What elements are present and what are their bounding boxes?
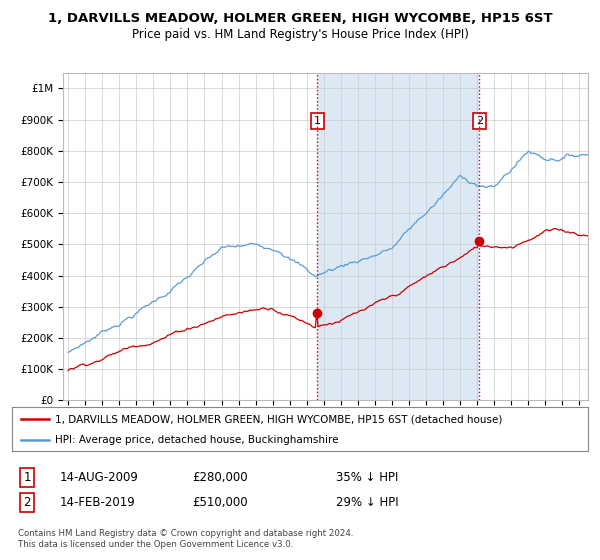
Text: 2: 2 [23, 496, 31, 509]
Text: 1, DARVILLS MEADOW, HOLMER GREEN, HIGH WYCOMBE, HP15 6ST: 1, DARVILLS MEADOW, HOLMER GREEN, HIGH W… [47, 12, 553, 25]
Text: 2: 2 [476, 116, 483, 126]
Text: Contains HM Land Registry data © Crown copyright and database right 2024.
This d: Contains HM Land Registry data © Crown c… [18, 529, 353, 549]
Text: 29% ↓ HPI: 29% ↓ HPI [336, 496, 398, 509]
Text: 14-FEB-2019: 14-FEB-2019 [60, 496, 136, 509]
Bar [317, 73, 479, 400]
Text: 35% ↓ HPI: 35% ↓ HPI [336, 471, 398, 484]
Text: Price paid vs. HM Land Registry's House Price Index (HPI): Price paid vs. HM Land Registry's House … [131, 28, 469, 41]
Text: 1, DARVILLS MEADOW, HOLMER GREEN, HIGH WYCOMBE, HP15 6ST (detached house): 1, DARVILLS MEADOW, HOLMER GREEN, HIGH W… [55, 414, 503, 424]
Text: 1: 1 [314, 116, 321, 126]
Text: 14-AUG-2009: 14-AUG-2009 [60, 471, 139, 484]
Text: £510,000: £510,000 [192, 496, 248, 509]
Text: £280,000: £280,000 [192, 471, 248, 484]
Text: 1: 1 [23, 471, 31, 484]
Text: HPI: Average price, detached house, Buckinghamshire: HPI: Average price, detached house, Buck… [55, 435, 338, 445]
